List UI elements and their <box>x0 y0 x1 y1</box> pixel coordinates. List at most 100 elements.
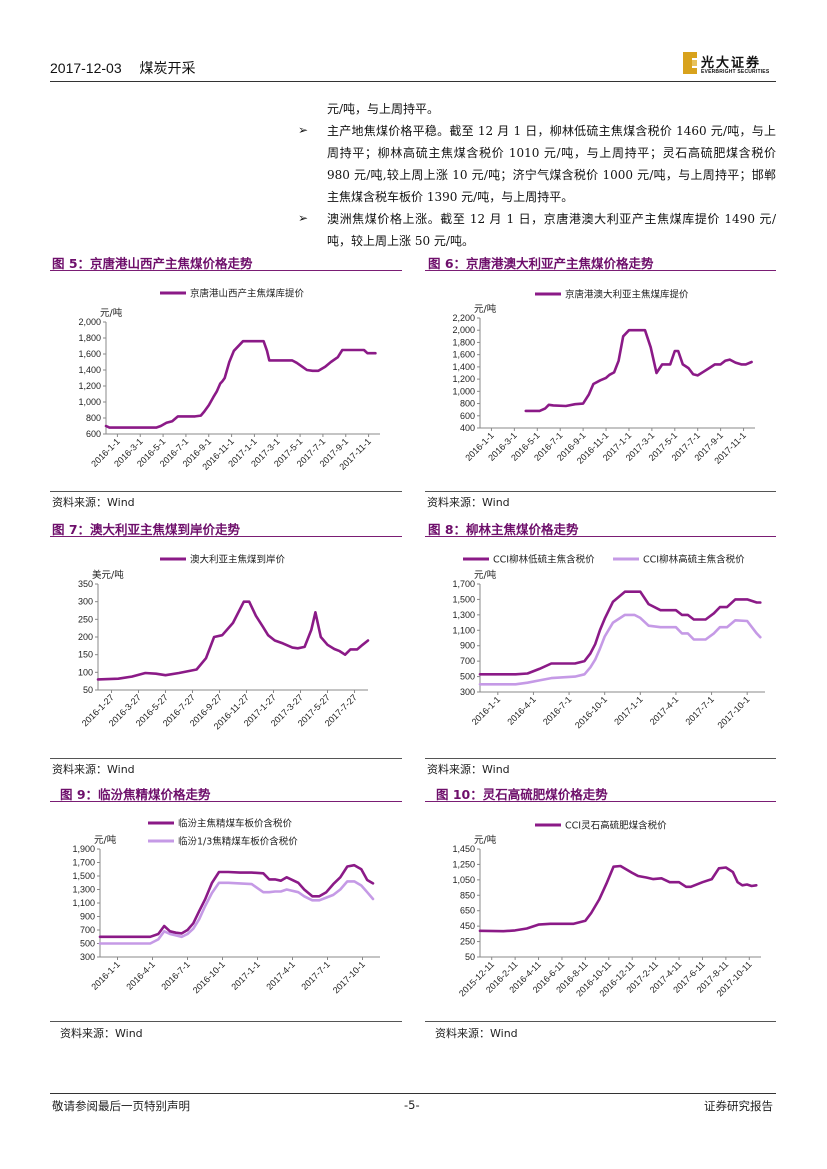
y-tick-label: 1,400 <box>78 365 101 375</box>
y-tick-label: 400 <box>460 423 475 433</box>
legend-label: 澳大利亚主焦煤到岸价 <box>190 554 286 566</box>
y-axis-unit: 元/吨 <box>474 303 497 315</box>
paragraph-coking-coal-australia: 澳洲焦煤价格上涨。截至 12 月 1 日，京唐港澳大利亚产主焦煤库提价 1490… <box>327 212 776 248</box>
fig7-svg: 澳大利亚主焦煤到岸价美元/吨501001502002503003502016-1… <box>78 554 370 731</box>
figure-9-source-rule <box>50 1021 402 1022</box>
x-tick-label: 2016-1-1 <box>89 959 122 992</box>
y-tick-label: 450 <box>460 921 475 931</box>
y-tick-label: 50 <box>465 952 475 962</box>
series-line <box>98 880 375 945</box>
y-tick-label: 250 <box>78 614 93 624</box>
bullet-icon: ➢ <box>298 211 309 225</box>
legend-label: CCI柳林低硫主焦含税价 <box>493 554 595 566</box>
series-line <box>478 864 758 933</box>
header-info: 2017-12-03 煤炭开采 <box>50 58 210 78</box>
x-tick-label: 2017-1-1 <box>612 694 645 727</box>
legend-label: 京唐港山西产主焦煤库提价 <box>190 288 305 300</box>
y-tick-label: 850 <box>460 890 475 900</box>
y-tick-label: 1,400 <box>452 362 475 372</box>
y-tick-label: 300 <box>460 687 475 697</box>
y-tick-label: 1,600 <box>78 349 101 359</box>
figure-6-source-rule <box>425 491 776 492</box>
figure-9-chart: 临汾主焦精煤车板价含税价 临汾1/3焦精煤车板价含税价 元/吨 300 500 700 90… <box>50 807 402 1021</box>
y-tick-label: 2,200 <box>452 313 475 323</box>
bullet-icon: ➢ <box>298 123 309 137</box>
y-tick-label: 1,900 <box>72 844 95 854</box>
y-tick-label: 500 <box>80 939 95 949</box>
footer-divider <box>50 1093 776 1094</box>
figure-6-title-rule <box>425 270 776 271</box>
report-section: 煤炭开采 <box>139 60 196 76</box>
y-tick-label: 900 <box>80 912 95 922</box>
figure-5-title: 图 5：京唐港山西产主焦煤价格走势 <box>52 256 253 271</box>
y-tick-label: 2,000 <box>452 325 475 335</box>
figure-5-source-rule <box>50 491 402 492</box>
series-line <box>524 328 753 413</box>
y-tick-label: 50 <box>83 685 93 695</box>
report-date: 2017-12-03 <box>50 60 122 76</box>
y-tick-label: 600 <box>86 429 101 439</box>
series-line <box>478 613 762 686</box>
legend-label: 京唐港澳大利亚主焦煤库提价 <box>565 289 689 301</box>
y-tick-label: 1,000 <box>452 386 475 396</box>
legend-label: CCI灵石高硫肥煤含税价 <box>565 820 667 832</box>
y-tick-label: 500 <box>460 672 475 682</box>
y-tick-label: 1,100 <box>72 898 95 908</box>
x-tick-label: 2017-1-1 <box>229 959 262 992</box>
page-number: -5- <box>404 1098 420 1112</box>
y-tick-label: 250 <box>460 937 475 947</box>
series-line <box>104 339 377 429</box>
figure-7-title: 图 7：澳大利亚主焦煤到岸价走势 <box>52 522 241 537</box>
y-tick-label: 150 <box>78 650 93 660</box>
y-axis-unit: 元/吨 <box>474 569 497 581</box>
figure-10-source: 资料来源：Wind <box>435 1027 518 1040</box>
y-tick-label: 1,200 <box>78 381 101 391</box>
figure-8-title: 图 8：柳林主焦煤价格走势 <box>428 522 579 537</box>
x-tick-label: 2016-7-1 <box>159 959 192 992</box>
footer-report-type: 证券研究报告 <box>704 1099 773 1113</box>
y-tick-label: 1,250 <box>452 859 475 869</box>
figure-10-source-rule <box>425 1021 776 1022</box>
y-tick-label: 1,200 <box>452 374 475 384</box>
legend-label: 临汾主焦精煤车板价含税价 <box>178 818 293 830</box>
y-axis-unit: 元/吨 <box>94 834 117 846</box>
x-tick-label: 2017-10-1 <box>716 694 752 730</box>
y-tick-label: 200 <box>78 632 93 642</box>
y-tick-label: 1,700 <box>452 579 475 589</box>
figure-6-chart: 京唐港澳大利亚主焦煤库提价 元/吨 400 600 800 1,000 1,200 1,400… <box>425 276 776 490</box>
y-tick-label: 1,500 <box>72 871 95 881</box>
figure-5-title-rule <box>50 270 402 271</box>
x-tick-label: 2017-4-1 <box>648 694 681 727</box>
footer-disclaimer: 敬请参阅最后一页特别声明 <box>52 1099 190 1113</box>
figure-7-source-rule <box>50 758 402 759</box>
everbright-logo <box>683 50 775 78</box>
y-axis-unit: 美元/吨 <box>92 569 124 581</box>
x-tick-label: 2017-7-1 <box>683 694 716 727</box>
x-tick-label: 2016-10-1 <box>191 959 227 995</box>
figure-8-source: 资料来源：Wind <box>427 763 510 776</box>
y-tick-label: 1,450 <box>452 844 475 854</box>
y-tick-label: 1,300 <box>452 610 475 620</box>
figure-7-source: 资料来源：Wind <box>52 763 135 776</box>
legend-label: 临汾1/3焦精煤车板价含税价 <box>178 836 298 848</box>
figure-9-title: 图 9：临汾焦精煤价格走势 <box>60 787 211 802</box>
figure-8-title-rule <box>425 536 776 537</box>
body-line-continued: 元/吨，与上周持平。 <box>327 102 440 116</box>
figure-5-source: 资料来源：Wind <box>52 496 135 509</box>
y-tick-label: 1,800 <box>452 337 475 347</box>
y-tick-label: 1,100 <box>452 625 475 635</box>
x-tick-label: 2017-4-1 <box>264 959 297 992</box>
y-tick-label: 1,050 <box>452 875 475 885</box>
series-line <box>98 863 375 939</box>
x-tick-label: 2017-10-1 <box>331 959 367 995</box>
x-tick-label: 2016-4-1 <box>505 694 538 727</box>
figure-9-title-rule <box>50 801 402 802</box>
y-tick-label: 800 <box>460 399 475 409</box>
y-tick-label: 1,600 <box>452 350 475 360</box>
figure-7-title-rule <box>50 536 402 537</box>
y-tick-label: 1,000 <box>78 397 101 407</box>
y-tick-label: 2,000 <box>78 317 101 327</box>
y-tick-label: 350 <box>78 579 93 589</box>
